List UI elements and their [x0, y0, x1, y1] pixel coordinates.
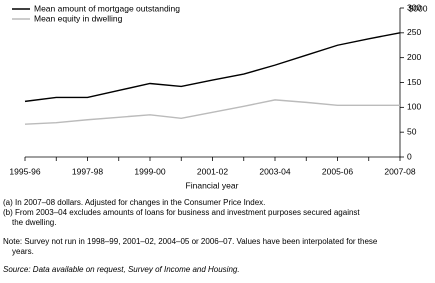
y-axis-label: $000: [409, 3, 428, 13]
x-tick-label: 1999-00: [134, 166, 165, 176]
x-tick-label: 1997-98: [72, 166, 103, 176]
series-line: [24, 32, 401, 103]
x-tick-label: 2007-08: [384, 166, 415, 176]
x-tick-label: 2001-02: [197, 166, 228, 176]
y-tick-label: 250: [407, 27, 421, 37]
legend-label: Mean equity in dwelling: [34, 13, 123, 23]
footnote: Note: Survey not run in 1998–99, 2001–02…: [3, 237, 378, 246]
footnote: (a) In 2007–08 dollars. Adjusted for cha…: [3, 198, 265, 207]
footnote: (b) From 2003–04 excludes amounts of loa…: [3, 208, 360, 217]
y-tick-label: 150: [407, 77, 421, 87]
footnote: years.: [12, 247, 34, 256]
source: Source: Data available on request, Surve…: [3, 265, 240, 274]
y-tick-label: 50: [407, 126, 417, 136]
x-tick-label: 2005-06: [322, 166, 353, 176]
y-tick-label: 100: [407, 102, 421, 112]
y-tick-label: 300: [407, 2, 421, 12]
series-line: [24, 99, 400, 125]
x-axis-label: Financial year: [186, 180, 239, 190]
y-tick-label: 0: [407, 151, 412, 161]
footnote: the dwelling.: [12, 218, 56, 227]
x-tick-label: 2003-04: [259, 166, 290, 176]
x-tick-label: 1995-96: [9, 166, 40, 176]
legend-label: Mean amount of mortgage outstanding: [34, 3, 180, 13]
y-tick-label: 200: [407, 52, 421, 62]
